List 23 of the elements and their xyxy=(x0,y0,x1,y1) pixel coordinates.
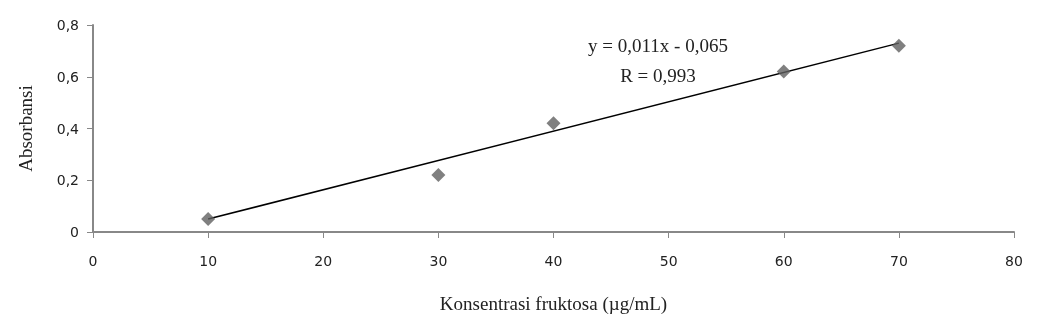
y-axis-title: Absorbansi xyxy=(15,85,36,172)
x-tick-label: 40 xyxy=(544,253,563,269)
y-tick-label: 0,6 xyxy=(56,68,80,85)
x-tick-label: 80 xyxy=(1005,253,1023,269)
point xyxy=(776,64,791,79)
x-tick-label: 60 xyxy=(774,253,793,269)
y-tick-label: 0,8 xyxy=(56,17,79,33)
x-axis-title: Konsentrasi fruktosa (µg/mL) xyxy=(439,293,668,315)
annotation: R = 0,993 xyxy=(620,64,696,86)
x-tick-label: 0 xyxy=(88,253,98,269)
y-tick-label: 0 xyxy=(70,224,79,240)
y-tick-label: 0,2 xyxy=(56,172,79,189)
annotation: y = 0,011x - 0,065 xyxy=(588,34,728,56)
point xyxy=(546,116,561,131)
point xyxy=(891,38,906,53)
x-tick-label: 70 xyxy=(889,253,908,269)
x-tick-label: 50 xyxy=(659,253,678,269)
point xyxy=(201,212,216,227)
y-tick-label: 0,4 xyxy=(56,120,80,137)
point xyxy=(431,168,446,183)
x-tick-label: 30 xyxy=(429,253,448,269)
x-tick-label: 10 xyxy=(199,253,218,269)
x-tick-label: 20 xyxy=(314,253,333,269)
